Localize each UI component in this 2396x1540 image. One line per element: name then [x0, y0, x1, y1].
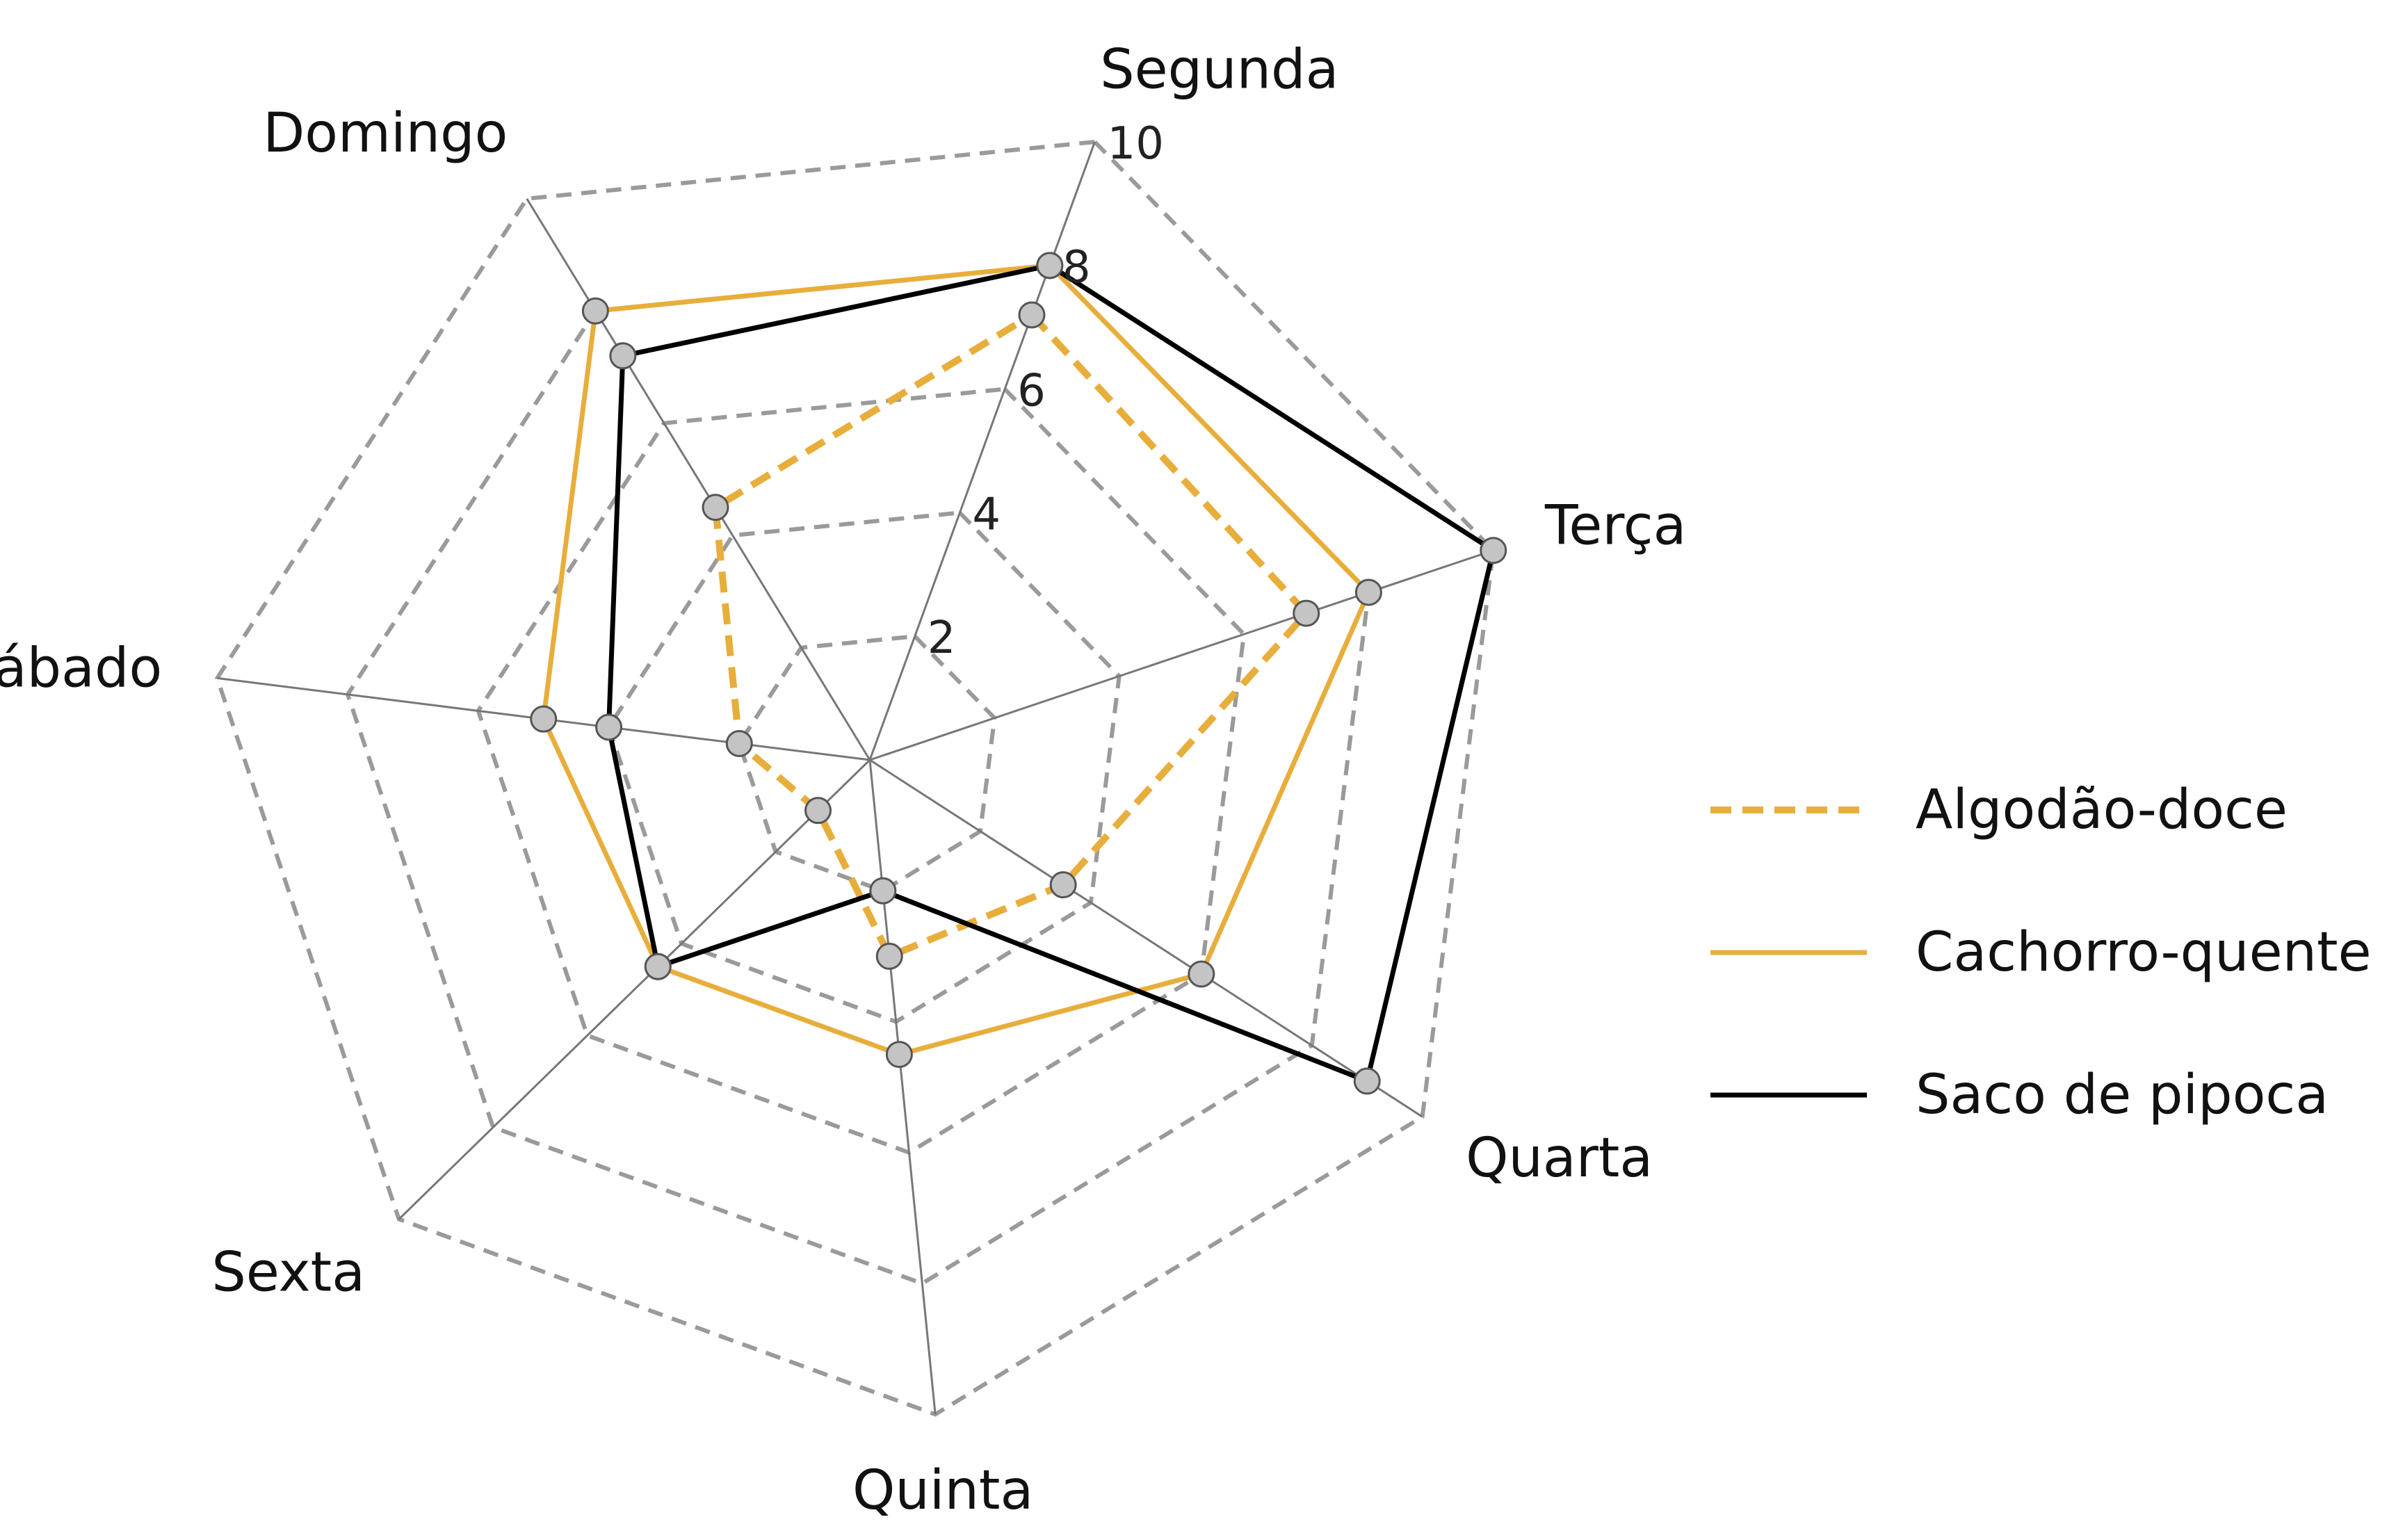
tick-label-6: 6 [1017, 366, 1046, 417]
point-algodao-doce-terca [1293, 599, 1320, 627]
category-label-terca: Terça [1544, 495, 1686, 558]
point-algodao-doce-quarta [1049, 871, 1077, 899]
point-saco-de-pipoca-domingo [609, 342, 637, 370]
point-saco-de-pipoca-quarta [1353, 1067, 1381, 1095]
legend-label-algodao-doce: Algodão-doce [1916, 779, 2288, 841]
point-algodao-doce-domingo [702, 494, 729, 521]
category-label-segunda: Segunda [1100, 39, 1338, 102]
axis-line-domingo [526, 198, 871, 761]
axis-line-quarta [869, 759, 1423, 1118]
axis-line-sexta [398, 759, 871, 1220]
series-lines [541, 263, 1496, 1084]
point-cachorro-quente-terca [1354, 578, 1382, 606]
point-cachorro-quente-quarta [1188, 960, 1215, 988]
category-label-sexta: Sexta [211, 1241, 365, 1304]
grid-ring-4 [606, 510, 1122, 1024]
point-saco-de-pipoca-segunda [1036, 252, 1064, 279]
point-cachorro-quente-domingo [581, 297, 609, 325]
legend-label-cachorro-quente: Cachorro-quente [1916, 921, 2372, 984]
point-algodao-doce-sabado [725, 729, 753, 757]
legend: Algodão-doce Cachorro-quente Saco de pipoc… [1710, 779, 2372, 1126]
tick-label-2: 2 [928, 613, 956, 664]
category-label-sabado: Sábado [0, 638, 162, 700]
category-label-quinta: Quinta [852, 1459, 1033, 1522]
point-saco-de-pipoca-sexta [644, 953, 672, 980]
series-line-cachorro-quente [541, 263, 1371, 1057]
radial-tick-labels: 2 4 6 8 10 [928, 118, 1164, 664]
category-label-domingo: Domingo [263, 102, 508, 165]
legend-label-saco-de-pipoca: Saco de pipoca [1916, 1064, 2329, 1126]
grid-ring-10 [215, 139, 1496, 1417]
point-algodao-doce-segunda [1018, 301, 1046, 329]
axis-line-terca [869, 549, 1494, 761]
grid-ring-2 [736, 634, 997, 893]
point-algodao-doce-quinta [875, 942, 903, 970]
tick-label-4: 4 [972, 489, 1001, 540]
category-label-quarta: Quarta [1466, 1127, 1653, 1190]
data-points [530, 252, 1507, 1095]
tick-label-10: 10 [1108, 118, 1164, 170]
series-line-algodao-doce [712, 311, 1310, 960]
series-line-saco-de-pipoca [606, 263, 1496, 1084]
point-saco-de-pipoca-sabado [595, 713, 623, 741]
axis-line-quinta [868, 759, 937, 1415]
point-cachorro-quente-sabado [530, 705, 558, 733]
point-cachorro-quente-quinta [885, 1041, 913, 1069]
point-algodao-doce-sexta [804, 797, 832, 825]
category-labels: Segunda Terça Quarta Quinta Sexta Sábado Domin… [0, 39, 1686, 1522]
point-saco-de-pipoca-quinta [869, 877, 897, 905]
axes [217, 141, 1494, 1415]
point-saco-de-pipoca-terca [1480, 537, 1507, 565]
tick-label-8: 8 [1062, 242, 1091, 293]
grid-ring-8 [345, 263, 1371, 1286]
axis-line-segunda [868, 141, 1096, 761]
grid [215, 139, 1496, 1417]
